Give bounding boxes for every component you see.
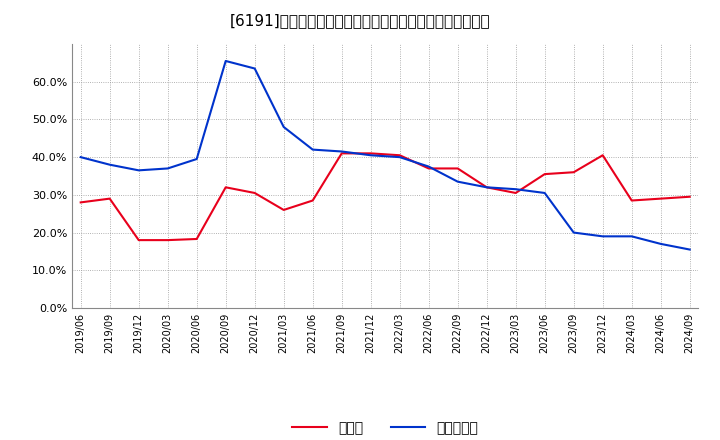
Legend: 現頒金, 有利子負債: 現頒金, 有利子負債 bbox=[287, 415, 484, 440]
有利子負債 bbox=[135, 168, 143, 173]
現頒金 bbox=[395, 153, 404, 158]
現頒金 bbox=[657, 196, 665, 201]
有利子負債 bbox=[308, 147, 317, 152]
有利子負債 bbox=[163, 166, 172, 171]
現頒金 bbox=[570, 169, 578, 175]
有利子負債 bbox=[454, 179, 462, 184]
有利子負債 bbox=[570, 230, 578, 235]
有利子負債 bbox=[511, 187, 520, 192]
現頒金 bbox=[163, 238, 172, 243]
有利子負債 bbox=[192, 156, 201, 161]
有利子負債 bbox=[598, 234, 607, 239]
現頒金 bbox=[279, 207, 288, 213]
Line: 有利子負債: 有利子負債 bbox=[81, 61, 690, 249]
現頒金 bbox=[135, 238, 143, 243]
現頒金 bbox=[251, 191, 259, 196]
現頒金 bbox=[511, 191, 520, 196]
有利子負債 bbox=[279, 125, 288, 130]
有利子負債 bbox=[395, 154, 404, 160]
現頒金 bbox=[541, 172, 549, 177]
有利子負債 bbox=[627, 234, 636, 239]
有利子負債 bbox=[541, 191, 549, 196]
有利子負債 bbox=[338, 149, 346, 154]
有利子負債 bbox=[76, 154, 85, 160]
有利子負債 bbox=[221, 59, 230, 64]
現頒金 bbox=[338, 151, 346, 156]
有利子負債 bbox=[424, 164, 433, 169]
有利子負債 bbox=[685, 247, 694, 252]
現頒金 bbox=[105, 196, 114, 201]
現頒金 bbox=[221, 185, 230, 190]
Text: [6191]　現頒金、有利子負債の総資産に対する比率の推移: [6191] 現頒金、有利子負債の総資産に対する比率の推移 bbox=[230, 13, 490, 28]
有利子負債 bbox=[251, 66, 259, 71]
現頒金 bbox=[366, 151, 375, 156]
有利子負債 bbox=[366, 153, 375, 158]
Line: 現頒金: 現頒金 bbox=[81, 154, 690, 240]
現頒金 bbox=[192, 236, 201, 242]
現頒金 bbox=[308, 198, 317, 203]
現頒金 bbox=[598, 153, 607, 158]
現頒金 bbox=[424, 166, 433, 171]
現頒金 bbox=[454, 166, 462, 171]
有利子負債 bbox=[657, 241, 665, 246]
有利子負債 bbox=[105, 162, 114, 167]
現頒金 bbox=[482, 185, 491, 190]
現頒金 bbox=[627, 198, 636, 203]
現頒金 bbox=[76, 200, 85, 205]
有利子負債 bbox=[482, 185, 491, 190]
現頒金 bbox=[685, 194, 694, 199]
